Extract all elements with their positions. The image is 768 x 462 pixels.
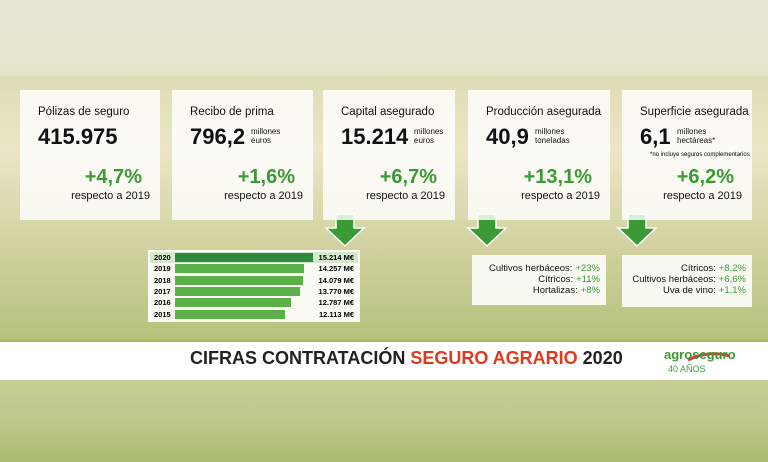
card-note: respecto a 2019 bbox=[663, 190, 742, 202]
value-label: 13.770 M€ bbox=[318, 286, 354, 296]
card-title: Superficie asegurada bbox=[640, 106, 749, 118]
list-label: Uva de vino: bbox=[662, 285, 716, 296]
stat-card: Superficie asegurada 6,1 millones hectáreas… bbox=[622, 90, 752, 220]
footer-band bbox=[0, 342, 768, 380]
card-unit: euros bbox=[251, 136, 272, 145]
list-value: +23% bbox=[575, 263, 600, 274]
list-value: +6,6% bbox=[718, 274, 746, 285]
bar bbox=[175, 264, 305, 274]
card-unit: millones bbox=[414, 127, 444, 136]
title-part: 2020 bbox=[582, 348, 623, 368]
surface-list: Cítricos: +8,2% Cultivos herbáceos: +6,6% Uv… bbox=[622, 255, 752, 307]
list-row: Cultivos herbáceos: +23% bbox=[489, 263, 600, 274]
title-part: SEGURO AGRARIO bbox=[410, 348, 578, 368]
logo-sub: 40 AÑOS bbox=[668, 364, 706, 374]
card-unit: millones bbox=[535, 127, 565, 136]
card-unit: toneladas bbox=[535, 136, 570, 145]
year-label: 2016 bbox=[154, 298, 171, 308]
value-label: 14.079 M€ bbox=[318, 275, 354, 285]
stat-card: Pólizas de seguro 415.975 +4,7% respecto a … bbox=[20, 90, 160, 220]
stat-card: Capital asegurado 15.214 millones euros +6,7… bbox=[323, 90, 455, 220]
list-value: +8% bbox=[580, 285, 600, 296]
list-value: +1,1% bbox=[718, 285, 746, 296]
list-label: Cultivos herbáceos: bbox=[632, 274, 716, 285]
card-note: respecto a 2019 bbox=[366, 190, 445, 202]
list-row: Cultivos herbáceos: +6,6% bbox=[632, 274, 746, 285]
year-label: 2020 bbox=[154, 253, 171, 262]
card-value: 796,2 bbox=[190, 124, 246, 149]
card-value: 15.214 bbox=[341, 124, 409, 149]
card-note: respecto a 2019 bbox=[224, 190, 303, 202]
year-label: 2015 bbox=[154, 309, 171, 319]
list-row: Cítricos: +8,2% bbox=[681, 263, 746, 274]
list-row: Cítricos: +11% bbox=[538, 274, 600, 285]
card-unit: hectáreas* bbox=[677, 136, 716, 145]
list-row: Hortalizas: +8% bbox=[533, 285, 600, 296]
card-change: +4,7% bbox=[84, 166, 142, 188]
bar bbox=[175, 275, 303, 285]
list-value: +8,2% bbox=[718, 263, 746, 274]
year-label: 2018 bbox=[154, 275, 171, 285]
title-part: CIFRAS CONTRATACIÓN bbox=[190, 348, 406, 368]
value-label: 12.113 M€ bbox=[318, 309, 354, 319]
card-value: 40,9 bbox=[486, 124, 529, 149]
card-value: 415.975 bbox=[38, 124, 118, 149]
card-footnote: *no incluye seguros complementarios bbox=[650, 152, 750, 158]
card-note: respecto a 2019 bbox=[71, 190, 150, 202]
card-title: Recibo de prima bbox=[190, 106, 274, 118]
card-change: +6,2% bbox=[676, 166, 734, 188]
logo: agroseguro bbox=[664, 347, 736, 362]
card-title: Capital asegurado bbox=[341, 106, 435, 118]
bar bbox=[175, 286, 300, 296]
list-label: Cítricos: bbox=[680, 263, 716, 274]
card-unit: millones bbox=[677, 127, 707, 136]
card-unit: euros bbox=[414, 136, 435, 145]
card-unit: millones bbox=[251, 127, 281, 136]
card-change: +13,1% bbox=[523, 166, 592, 188]
card-title: Producción asegurada bbox=[486, 106, 602, 118]
card-title: Pólizas de seguro bbox=[38, 106, 130, 118]
card-change: +1,6% bbox=[237, 166, 295, 188]
footer-title: CIFRAS CONTRATACIÓN SEGURO AGRARIO 2020 bbox=[190, 348, 628, 369]
list-value: +11% bbox=[576, 274, 600, 285]
stat-card: Recibo de prima 796,2 millones euros +1,6% re… bbox=[172, 90, 313, 220]
list-label: Cítricos: bbox=[538, 274, 574, 285]
card-change: +6,7% bbox=[379, 166, 437, 188]
bar bbox=[175, 309, 285, 319]
card-value: 6,1 bbox=[640, 124, 671, 149]
bar bbox=[175, 298, 291, 308]
value-label: 15.214 M€ bbox=[318, 253, 354, 262]
year-label: 2017 bbox=[154, 286, 171, 296]
value-label: 12.787 M€ bbox=[318, 298, 354, 308]
logo-swoosh bbox=[687, 352, 731, 362]
list-row: Uva de vino: +1,1% bbox=[663, 285, 746, 296]
production-list: Cultivos herbáceos: +23% Cítricos: +11% Hort… bbox=[472, 255, 606, 305]
stat-card: Producción asegurada 40,9 millones tonelada… bbox=[468, 90, 610, 220]
bar bbox=[175, 253, 313, 262]
capital-chart: 2020 15.214 M€ 2019 14.257 M€ 2018 14.079 M€ 2… bbox=[148, 250, 360, 322]
card-note: respecto a 2019 bbox=[521, 190, 600, 202]
list-label: Hortalizas: bbox=[532, 285, 578, 296]
year-label: 2019 bbox=[154, 264, 171, 274]
value-label: 14.257 M€ bbox=[318, 264, 354, 274]
list-label: Cultivos herbáceos: bbox=[489, 263, 573, 274]
